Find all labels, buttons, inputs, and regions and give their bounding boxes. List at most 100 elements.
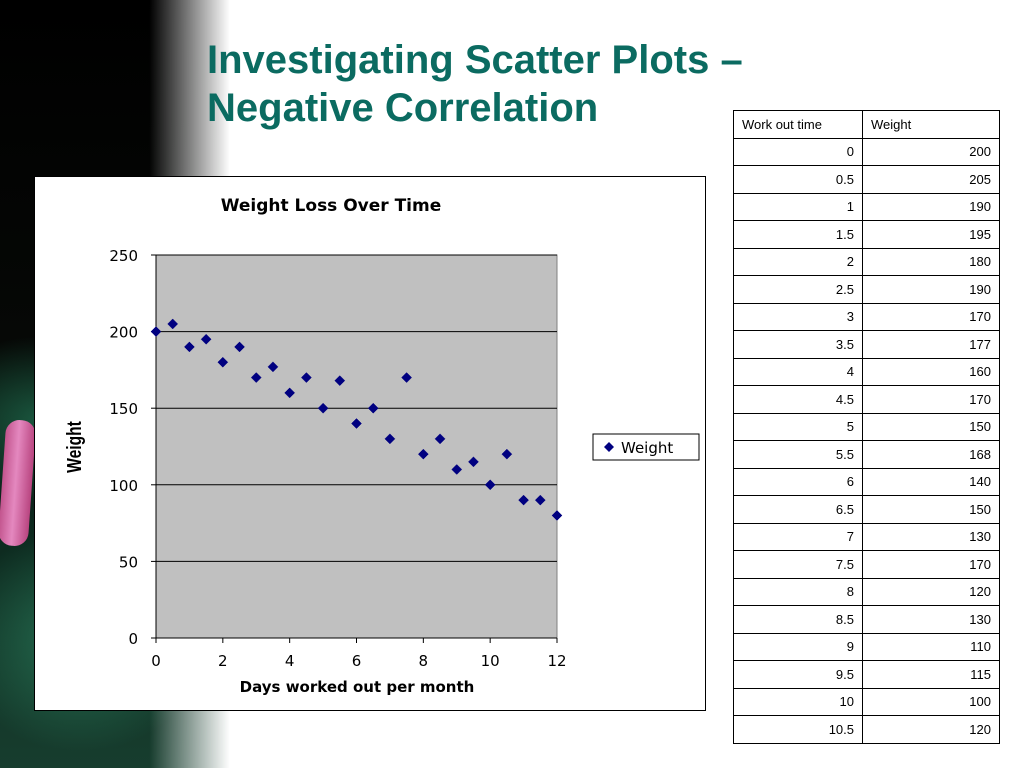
- data-table-container: Work out time Weight 0 200 0.5 205 1 190 1.5 195 2…: [733, 110, 1000, 744]
- data-point: [534, 494, 546, 506]
- x-tick-label: 6: [352, 652, 362, 670]
- cell-work-out-time: 10: [733, 687, 863, 716]
- cell-weight: 177: [862, 330, 1000, 359]
- data-point: [518, 494, 529, 506]
- table-row: 3 170: [733, 302, 1000, 331]
- table-row: 0.5 205: [733, 165, 1000, 194]
- data-point: [317, 402, 329, 414]
- chart-title: Weight Loss Over Time: [221, 196, 442, 216]
- cell-weight: 150: [862, 495, 1000, 524]
- table-row: 7.5 170: [733, 550, 1000, 579]
- cell-weight: 190: [862, 275, 1000, 304]
- x-tick-label: 2: [218, 652, 228, 670]
- cell-weight: 168: [862, 440, 1000, 469]
- cell-work-out-time: 4: [733, 357, 863, 386]
- y-tick-label: 150: [109, 400, 138, 418]
- slide-title: Investigating Scatter Plots – Negative C…: [207, 38, 743, 130]
- cell-weight: 195: [862, 220, 1000, 249]
- data-table: Work out time Weight 0 200 0.5 205 1 190 1.5 195 2…: [733, 110, 1000, 744]
- data-point: [301, 372, 312, 383]
- cell-work-out-time: 8.5: [733, 605, 863, 634]
- cell-weight: 190: [862, 192, 1000, 221]
- y-tick-label: 250: [109, 247, 138, 265]
- y-tick-label: 100: [109, 477, 138, 495]
- data-point: [167, 318, 179, 330]
- data-point: [250, 372, 262, 383]
- data-point: [267, 361, 279, 373]
- cell-work-out-time: 4.5: [733, 385, 863, 414]
- table-row: 9.5 115: [733, 660, 1000, 689]
- cell-weight: 170: [862, 550, 1000, 579]
- y-axis-label: Weight: [63, 421, 85, 473]
- cell-work-out-time: 2.5: [733, 275, 863, 304]
- cell-work-out-time: 2: [733, 247, 863, 276]
- table-row: 5.5 168: [733, 440, 1000, 469]
- data-point: [184, 341, 195, 353]
- cell-work-out-time: 5: [733, 412, 863, 441]
- legend-marker: [604, 442, 614, 452]
- data-point: [150, 326, 162, 337]
- cell-work-out-time: 7.5: [733, 550, 863, 579]
- data-point: [434, 433, 446, 445]
- table-row: 6 140: [733, 467, 1000, 496]
- cell-work-out-time: 0.5: [733, 165, 863, 194]
- cell-weight: 120: [862, 577, 1000, 606]
- data-point: [334, 375, 346, 386]
- data-point: [551, 510, 563, 521]
- cell-weight: 170: [862, 385, 1000, 414]
- data-point: [417, 448, 429, 460]
- table-row: 3.5 177: [733, 330, 1000, 359]
- data-point: [451, 464, 463, 475]
- data-point: [217, 356, 229, 368]
- x-tick-label: 12: [547, 652, 566, 670]
- table-row: 4 160: [733, 357, 1000, 386]
- table-header-row: Work out time Weight: [733, 110, 1000, 139]
- data-point: [367, 402, 379, 414]
- cell-weight: 160: [862, 357, 1000, 386]
- scatter-chart: Weight Loss Over Time 0 50 100 150 200 250 0 2 4 6…: [63, 196, 700, 696]
- cell-work-out-time: 6.5: [733, 495, 863, 524]
- y-tick-label: 0: [128, 630, 138, 648]
- cell-weight: 205: [862, 165, 1000, 194]
- cell-weight: 120: [862, 715, 1000, 744]
- data-point: [351, 418, 362, 429]
- y-tick-label: 50: [119, 553, 138, 571]
- table-row: 8 120: [733, 577, 1000, 606]
- data-point: [501, 448, 513, 460]
- x-tick-label: 10: [481, 652, 500, 670]
- table-row: 2 180: [733, 247, 1000, 276]
- cell-weight: 200: [862, 137, 1000, 166]
- data-point: [234, 341, 245, 353]
- table-row: 4.5 170: [733, 385, 1000, 414]
- cell-work-out-time: 6: [733, 467, 863, 496]
- cell-work-out-time: 1: [733, 192, 863, 221]
- legend-label: Weight: [621, 439, 673, 457]
- cell-work-out-time: 0: [733, 137, 863, 166]
- cell-weight: 100: [862, 687, 1000, 716]
- plot-area: [155, 254, 558, 639]
- cell-work-out-time: 3.5: [733, 330, 863, 359]
- table-row: 10 100: [733, 687, 1000, 716]
- chart-frame: Weight Loss Over Time 0 50 100 150 200 250 0 2 4 6…: [34, 176, 706, 711]
- cell-work-out-time: 7: [733, 522, 863, 551]
- data-point: [401, 372, 412, 383]
- cell-work-out-time: 10.5: [733, 715, 863, 744]
- cell-weight: 110: [862, 632, 1000, 661]
- cell-weight: 130: [862, 522, 1000, 551]
- table-row: 2.5 190: [733, 275, 1000, 304]
- table-row: 1.5 195: [733, 220, 1000, 249]
- cell-work-out-time: 9.5: [733, 660, 863, 689]
- header-weight: Weight: [862, 110, 1000, 139]
- cell-work-out-time: 5.5: [733, 440, 863, 469]
- table-row: 6.5 150: [733, 495, 1000, 524]
- cell-work-out-time: 3: [733, 302, 863, 331]
- cell-weight: 170: [862, 302, 1000, 331]
- cell-work-out-time: 1.5: [733, 220, 863, 249]
- cell-weight: 180: [862, 247, 1000, 276]
- table-row: 10.5 120: [733, 715, 1000, 744]
- cell-weight: 130: [862, 605, 1000, 634]
- data-point: [284, 387, 296, 399]
- header-work-out-time: Work out time: [733, 110, 863, 139]
- table-row: 9 110: [733, 632, 1000, 661]
- x-tick-label: 0: [151, 652, 161, 670]
